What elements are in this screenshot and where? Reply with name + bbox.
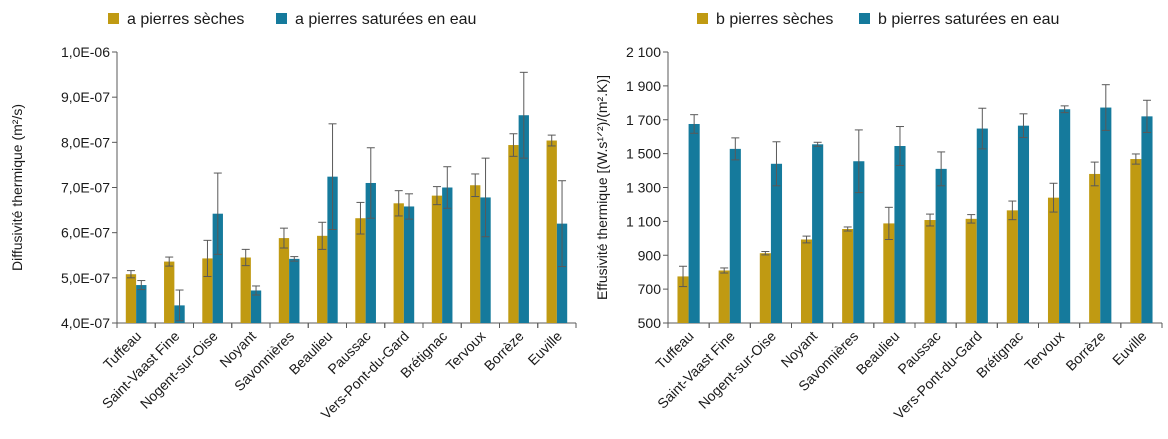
bar-wet-7 xyxy=(365,182,376,323)
bar-dry-2 xyxy=(164,261,175,323)
bar-wet-3 xyxy=(770,163,783,323)
y-axis-title: Diffusivité thermique (m²/s) xyxy=(9,104,25,271)
bar-dry-2 xyxy=(718,270,730,323)
y-tick-label: 1 700 xyxy=(626,112,661,128)
y-tick-label: 9,0E-07 xyxy=(61,89,110,105)
x-category-label: Borrèze xyxy=(1062,328,1108,374)
x-category-label: Euville xyxy=(1109,328,1150,369)
bar-wet-1 xyxy=(688,123,700,323)
x-category-label: Euville xyxy=(525,328,566,369)
legend-label-2: a pierres saturées en eau xyxy=(295,11,476,28)
x-category-label: Beaulieu xyxy=(853,328,903,378)
legend-swatch-1 xyxy=(108,13,119,24)
legend-swatch-2 xyxy=(859,13,870,24)
bar-dry-7 xyxy=(355,218,366,323)
legend-swatch-1 xyxy=(697,13,708,24)
bar-wet-2 xyxy=(729,148,741,323)
bar-wet-8 xyxy=(976,128,988,323)
bar-wet-6 xyxy=(327,176,338,323)
x-category-label: Tervoux xyxy=(443,328,489,374)
bar-dry-8 xyxy=(965,218,977,323)
bar-dry-4 xyxy=(800,239,813,323)
bar-wet-8 xyxy=(403,206,415,323)
y-tick-label: 900 xyxy=(638,247,662,263)
legend-label-1: a pierres sèches xyxy=(127,11,244,28)
bar-dry-12 xyxy=(1130,159,1142,323)
bar-dry-5 xyxy=(842,228,854,323)
y-tick-label: 6,0E-07 xyxy=(61,225,110,241)
y-tick-label: 1 100 xyxy=(626,213,661,229)
bar-dry-6 xyxy=(883,223,895,323)
y-tick-label: 1 500 xyxy=(626,146,661,162)
bar-wet-5 xyxy=(289,258,300,323)
y-tick-label: 700 xyxy=(638,281,662,297)
bar-wet-1 xyxy=(136,285,147,323)
bar-wet-4 xyxy=(812,144,824,323)
bar-wet-5 xyxy=(853,161,865,323)
bar-wet-9 xyxy=(1017,125,1030,323)
legend-label-2: b pierres saturées en eau xyxy=(878,11,1059,28)
y-tick-label: 7,0E-07 xyxy=(61,180,110,196)
chart-panel-2: b pierres sèches b pierres saturées en ea… xyxy=(594,11,1163,422)
legend-label-1: b pierres sèches xyxy=(716,11,833,28)
y-tick-label: 1 300 xyxy=(626,180,661,196)
y-axis-title: Effusivité thermique [(W.s¹ᐟ²)/(m².K)] xyxy=(594,75,610,300)
bar-dry-5 xyxy=(278,238,290,323)
y-tick-label: 8,0E-07 xyxy=(61,134,110,150)
bar-dry-3 xyxy=(202,258,213,323)
bar-dry-7 xyxy=(924,220,936,323)
y-tick-label: 4,0E-07 xyxy=(61,315,110,331)
bar-dry-10 xyxy=(1047,197,1060,323)
bar-wet-12 xyxy=(556,223,568,323)
bar-wet-11 xyxy=(1100,107,1112,324)
bar-dry-4 xyxy=(240,257,251,323)
x-category-label: Tervoux xyxy=(1021,328,1067,374)
bar-wet-4 xyxy=(250,290,262,323)
bar-wet-7 xyxy=(935,168,947,323)
y-tick-label: 1,0E-06 xyxy=(61,44,110,60)
y-tick-label: 500 xyxy=(638,315,662,331)
bar-dry-3 xyxy=(759,253,771,323)
bar-dry-9 xyxy=(1006,210,1018,323)
bar-wet-3 xyxy=(212,213,223,323)
legend-swatch-2 xyxy=(276,13,287,24)
bar-wet-10 xyxy=(1059,109,1071,323)
bar-dry-9 xyxy=(431,195,443,323)
x-category-label: Nogent-sur-Oise xyxy=(695,328,779,412)
y-tick-label: 2 100 xyxy=(626,44,661,60)
bar-wet-10 xyxy=(480,197,491,323)
bar-dry-1 xyxy=(677,276,689,323)
y-tick-label: 5,0E-07 xyxy=(61,270,110,286)
bar-dry-12 xyxy=(546,140,557,323)
bar-wet-9 xyxy=(442,187,453,323)
bar-dry-8 xyxy=(393,203,404,323)
chart-panel-1: a pierres sèches a pierres saturées en ea… xyxy=(9,11,577,422)
bar-dry-6 xyxy=(317,235,328,323)
x-category-label: Borrèze xyxy=(481,328,527,374)
y-tick-label: 1 900 xyxy=(626,78,661,94)
bar-dry-11 xyxy=(1089,173,1101,323)
bar-dry-10 xyxy=(470,185,481,323)
bar-dry-1 xyxy=(125,274,137,323)
bar-wet-12 xyxy=(1141,116,1153,323)
bar-wet-6 xyxy=(894,146,906,323)
bar-dry-11 xyxy=(508,145,519,323)
bar-wet-11 xyxy=(518,115,529,323)
